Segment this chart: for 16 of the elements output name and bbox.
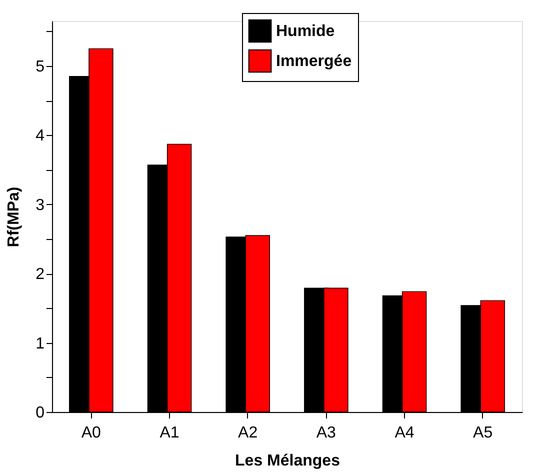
x-tick-label: A2 (238, 424, 258, 442)
y-axis-title: Rf(MPa) (6, 186, 23, 248)
y-tick-label: 1 (36, 335, 45, 352)
x-tick-label: A3 (316, 424, 336, 442)
x-tick-label: A1 (160, 424, 180, 442)
y-tick-label: 2 (36, 266, 45, 284)
y-tick-label: 4 (36, 128, 45, 145)
x-axis-title: Les Mélanges (235, 452, 340, 470)
x-tick-label: A4 (394, 424, 414, 442)
y-tick-label: 0 (36, 404, 45, 422)
x-tick-label: A0 (81, 424, 102, 442)
legend-label: Humide (276, 23, 335, 40)
y-tick-label: 5 (36, 58, 45, 76)
legend-label: Immergée (276, 53, 352, 70)
y-tick-label: 3 (36, 196, 45, 214)
x-tick-label: A5 (473, 424, 493, 442)
